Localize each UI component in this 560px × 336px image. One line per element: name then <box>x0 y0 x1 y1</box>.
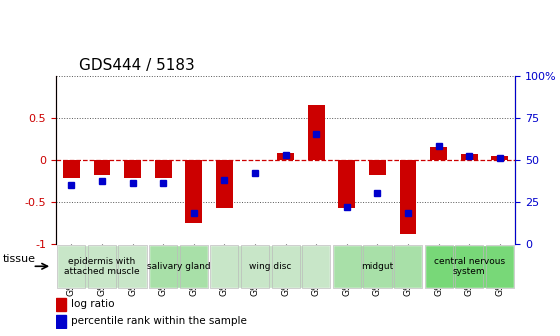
Text: tissue: tissue <box>3 254 36 264</box>
Bar <box>94 160 110 175</box>
Bar <box>124 160 141 178</box>
Text: central nervous
system: central nervous system <box>433 257 505 276</box>
Bar <box>185 160 202 222</box>
Text: wing disc: wing disc <box>249 262 292 271</box>
Bar <box>486 245 514 288</box>
Bar <box>216 160 233 208</box>
Bar <box>492 156 508 160</box>
Bar <box>149 245 177 288</box>
Bar <box>302 245 330 288</box>
Text: salivary gland: salivary gland <box>147 262 210 271</box>
Bar <box>180 245 208 288</box>
Bar <box>63 160 80 178</box>
Bar <box>461 154 478 160</box>
Bar <box>277 153 294 160</box>
Text: log ratio: log ratio <box>71 299 115 309</box>
Bar <box>56 298 66 311</box>
Bar <box>400 160 417 234</box>
Bar <box>56 315 66 328</box>
Bar <box>57 245 147 288</box>
Bar <box>455 245 483 288</box>
Bar <box>57 245 85 288</box>
Bar <box>308 105 325 160</box>
Bar <box>149 245 208 288</box>
Bar <box>369 160 386 175</box>
Text: GDS444 / 5183: GDS444 / 5183 <box>79 58 195 73</box>
Bar <box>88 245 116 288</box>
Bar <box>211 245 330 288</box>
Bar <box>272 245 300 288</box>
Bar <box>338 160 355 208</box>
Bar <box>211 245 239 288</box>
Bar <box>363 245 391 288</box>
Text: midgut: midgut <box>361 262 394 271</box>
Text: epidermis with
attached muscle: epidermis with attached muscle <box>64 257 140 276</box>
Bar <box>119 245 147 288</box>
Bar <box>424 245 514 288</box>
Bar <box>424 245 452 288</box>
Bar <box>333 245 422 288</box>
Bar <box>333 245 361 288</box>
Text: percentile rank within the sample: percentile rank within the sample <box>71 316 247 326</box>
Bar <box>155 160 171 178</box>
Bar <box>241 245 269 288</box>
Bar <box>394 245 422 288</box>
Bar <box>430 147 447 160</box>
